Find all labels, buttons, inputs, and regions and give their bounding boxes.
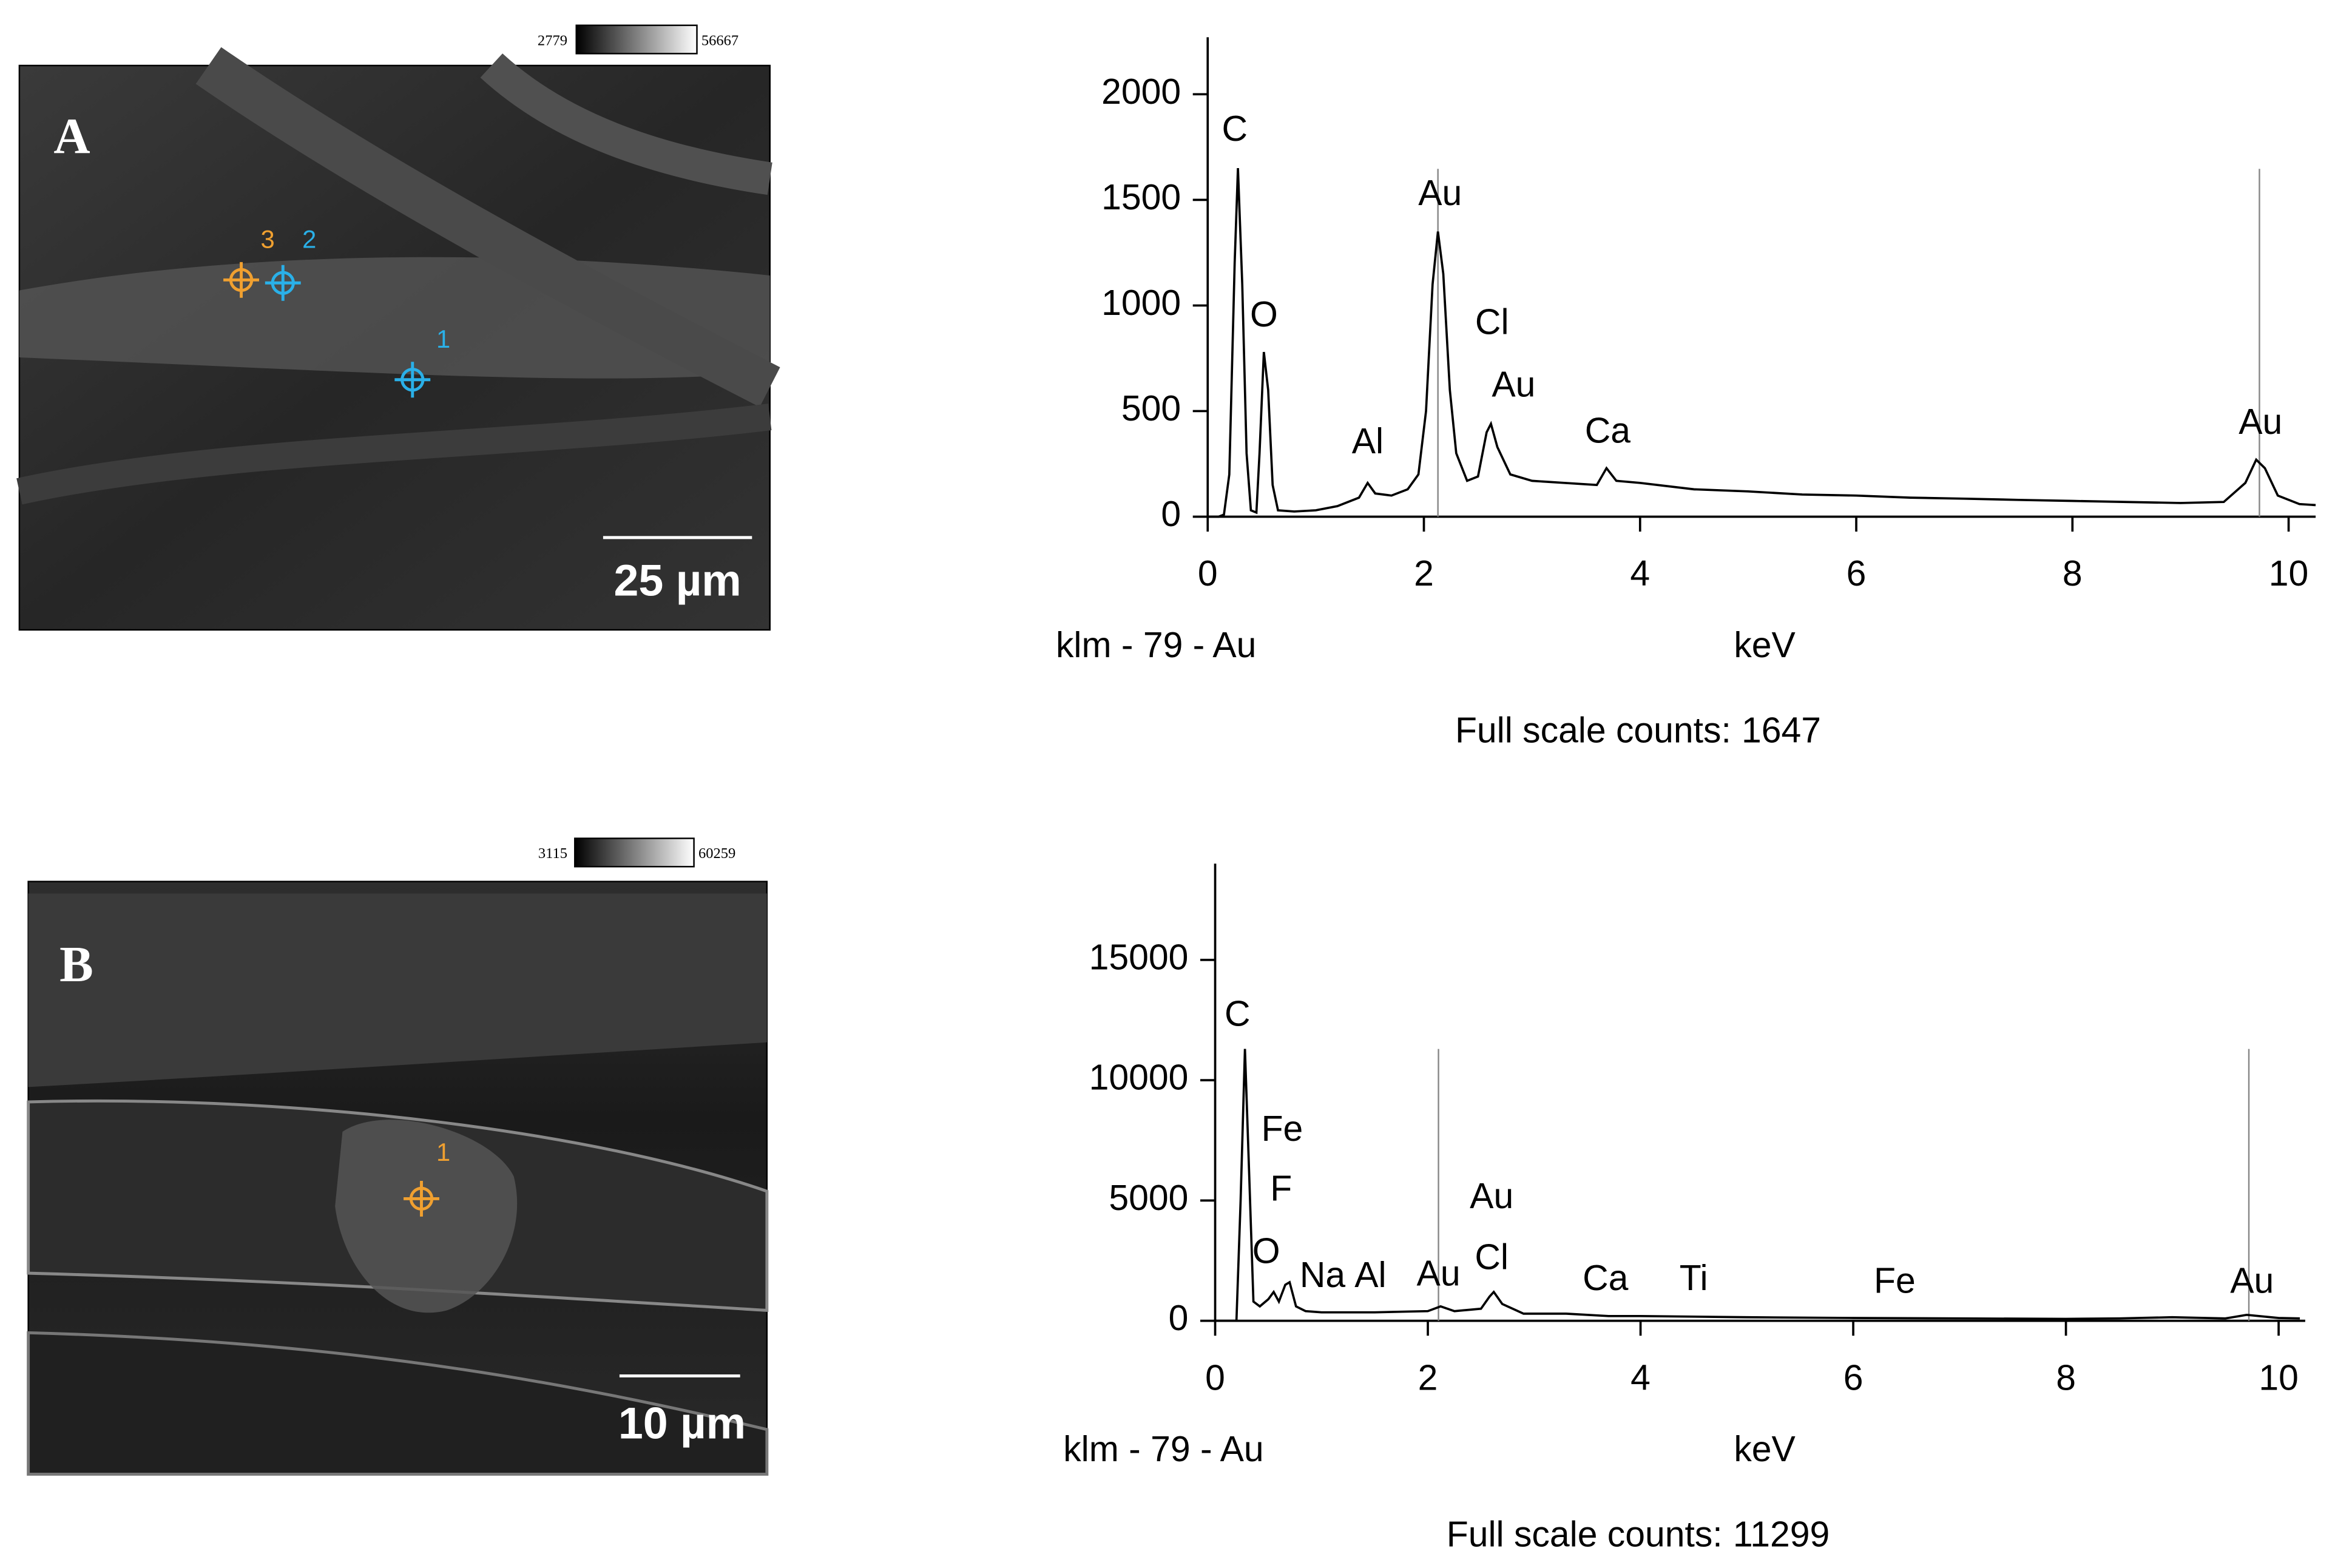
colorbar-min: 3115 (538, 845, 567, 862)
peak-label: Au (1417, 1254, 1461, 1293)
x-tick-label: 0 (1205, 1358, 1225, 1397)
x-tick-label: 2 (1418, 1358, 1438, 1397)
peak-label: C (1225, 995, 1251, 1034)
colorbar-max: 60259 (698, 845, 735, 862)
panel-label: A (53, 109, 90, 165)
point-label: 3 (260, 225, 274, 254)
fiber (195, 47, 780, 407)
spectrum-line (1215, 1049, 2300, 1322)
point-label: 1 (436, 1138, 450, 1166)
point-marker (223, 262, 260, 298)
sem-image-a: 2779 56667 A 1 2 3 25 µm (16, 24, 780, 631)
y-tick-label: 0 (1161, 495, 1181, 534)
x-tick-label: 6 (1843, 1358, 1864, 1397)
fiber (480, 53, 772, 195)
colorbar (575, 24, 698, 55)
detector-note: klm - 79 - Au (1063, 1430, 1263, 1469)
y-tick-label: 1000 (1101, 283, 1181, 323)
x-axis-label: keV (1734, 1430, 1796, 1469)
footer-value: 1647 (1742, 711, 1821, 750)
y-tick-label: 500 (1121, 389, 1181, 428)
x-tick-label: 6 (1847, 554, 1867, 593)
x-axis-label: keV (1734, 626, 1796, 665)
panel-label: B (59, 937, 93, 993)
peak-label: F (1270, 1169, 1292, 1208)
peak-label: Au (2239, 402, 2282, 442)
sem-image-b: 3115 60259 B 1 10 µm (27, 837, 769, 1476)
point-marker (265, 265, 301, 301)
footer-value: 11299 (1733, 1515, 1830, 1554)
peak-label: Au (2230, 1262, 2274, 1301)
colorbar-max: 56667 (701, 32, 738, 49)
x-tick-label: 0 (1198, 554, 1218, 593)
spectrum-line (1208, 167, 2316, 518)
point-label: 2 (302, 225, 316, 254)
peak-label: Ti (1680, 1259, 1708, 1298)
point-marker (404, 1180, 439, 1217)
point-marker (394, 362, 431, 398)
x-tick-label: 10 (2259, 1358, 2299, 1397)
x-tick-label: 10 (2269, 554, 2309, 593)
peak-label: Au (1418, 174, 1462, 213)
particle (335, 1120, 518, 1313)
x-tick-label: 4 (1630, 1358, 1651, 1397)
peak-label: C (1222, 109, 1248, 149)
peak-label: Fe (1262, 1109, 1303, 1149)
point-label: 1 (436, 325, 450, 353)
scale-bar-label: 10 µm (618, 1397, 746, 1448)
footer-label: Full scale counts: (1455, 711, 1731, 750)
peak-label: Al (1354, 1255, 1386, 1295)
scale-bar-label: 25 µm (614, 555, 742, 605)
peak-label: Cl (1475, 1237, 1509, 1277)
footer-label: Full scale counts: (1447, 1515, 1723, 1554)
peak-label: Cl (1475, 302, 1509, 342)
peak-label: Au (1470, 1177, 1513, 1216)
peak-label: Ca (1583, 1259, 1629, 1298)
fiber (27, 1331, 769, 1476)
fiber (28, 893, 767, 1087)
y-tick-label: 0 (1169, 1299, 1189, 1338)
y-tick-label: 10000 (1089, 1058, 1189, 1098)
colorbar-min: 2779 (538, 32, 567, 49)
y-tick-label: 1500 (1101, 178, 1181, 217)
peak-label: O (1250, 295, 1278, 334)
fiber (16, 404, 772, 505)
y-tick-label: 5000 (1109, 1178, 1188, 1218)
y-tick-label: 15000 (1089, 938, 1189, 977)
x-tick-label: 2 (1414, 554, 1434, 593)
colorbar (574, 837, 695, 868)
peak-label: Na (1300, 1255, 1346, 1295)
y-tick-label: 2000 (1101, 72, 1181, 112)
footer: Full scale counts: 1647 (1455, 711, 1821, 750)
peak-label: Fe (1874, 1262, 1916, 1301)
x-tick-label: 4 (1630, 554, 1650, 593)
peak-label: O (1252, 1232, 1280, 1271)
peak-label: Ca (1585, 411, 1631, 451)
spectrum-chart: 0 500 1000 1500 2000 0 2 4 6 8 10 C O Al Au Cl Au Ca Au keV… (1056, 37, 2316, 750)
x-tick-label: 8 (2063, 554, 2083, 593)
x-tick-label: 8 (2056, 1358, 2076, 1397)
footer: Full scale counts: 11299 (1447, 1515, 1830, 1554)
detector-note: klm - 79 - Au (1056, 626, 1256, 665)
peak-label: Al (1352, 422, 1384, 461)
peak-label: Au (1492, 365, 1535, 405)
